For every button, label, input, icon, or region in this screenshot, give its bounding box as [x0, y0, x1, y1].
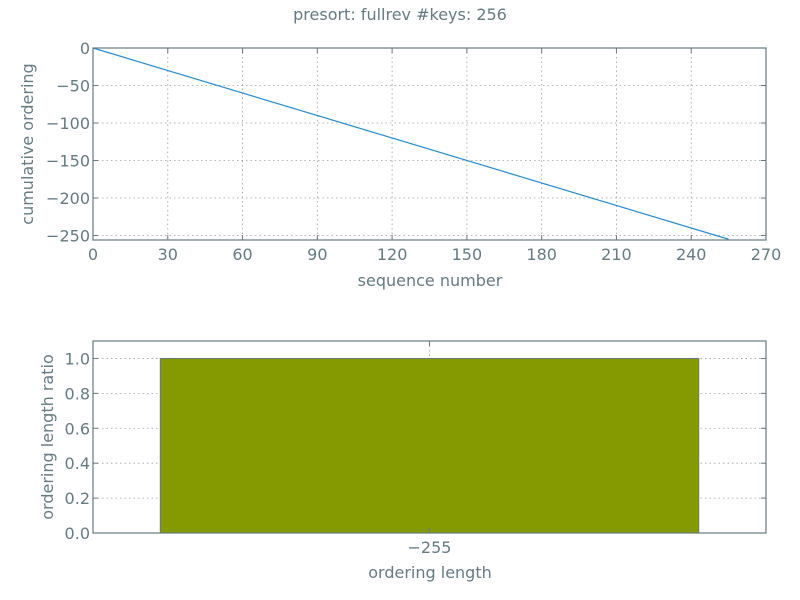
bar-chart-ticks: 0.0 0.2 0.4 0.6 0.8 1.0 −255 — [65, 341, 766, 557]
x-tick-label: 90 — [307, 245, 327, 264]
x-tick-label: 240 — [676, 245, 707, 264]
bar-chart-y-axis-label: ordering length ratio — [38, 354, 57, 519]
x-tick-label: 150 — [452, 245, 483, 264]
y-tick-label: 0.2 — [65, 489, 90, 508]
y-tick-label: 0.4 — [65, 454, 90, 473]
bar-chart-panel: 0.0 0.2 0.4 0.6 0.8 1.0 −255 ordering length o… — [38, 340, 767, 582]
line-chart-marks — [92, 47, 729, 240]
line-chart-x-axis-label: sequence number — [358, 271, 503, 290]
line-chart-panel: 0 30 60 90 120 150 180 210 240 270 0 −50 −100 −150 −20… — [18, 39, 781, 290]
x-tick-label: 30 — [158, 245, 178, 264]
y-tick-label: 0.0 — [65, 524, 90, 543]
y-tick-label: −50 — [56, 77, 90, 96]
y-tick-label: 0.8 — [65, 384, 90, 403]
line-chart-ticks: 0 30 60 90 120 150 180 210 240 270 0 −50 −100 −150 −20… — [46, 39, 781, 264]
bar-chart-marks — [159, 357, 700, 534]
line-chart-y-axis-label: cumulative ordering — [18, 63, 37, 224]
x-tick-label: 210 — [601, 245, 632, 264]
series-line — [92, 47, 729, 240]
y-tick-label: −200 — [46, 189, 90, 208]
x-tick-label: 0 — [88, 245, 98, 264]
figure-title: presort: fullrev #keys: 256 — [293, 5, 507, 24]
y-tick-label: −100 — [46, 114, 90, 133]
y-tick-label: −250 — [46, 227, 90, 246]
y-tick-label: 0.6 — [65, 419, 90, 438]
y-tick-label: −150 — [46, 152, 90, 171]
x-tick-label: 60 — [232, 245, 252, 264]
bar-chart-x-axis-label: ordering length — [368, 563, 492, 582]
y-tick-label: 0 — [80, 39, 90, 58]
line-chart-grid — [92, 47, 767, 240]
y-tick-label: 1.0 — [65, 349, 90, 368]
bar — [159, 357, 700, 534]
x-tick-label: 180 — [526, 245, 557, 264]
x-tick-label: −255 — [408, 538, 452, 557]
x-tick-label: 120 — [377, 245, 408, 264]
x-tick-label: 270 — [751, 245, 782, 264]
line-chart-frame — [92, 47, 767, 241]
